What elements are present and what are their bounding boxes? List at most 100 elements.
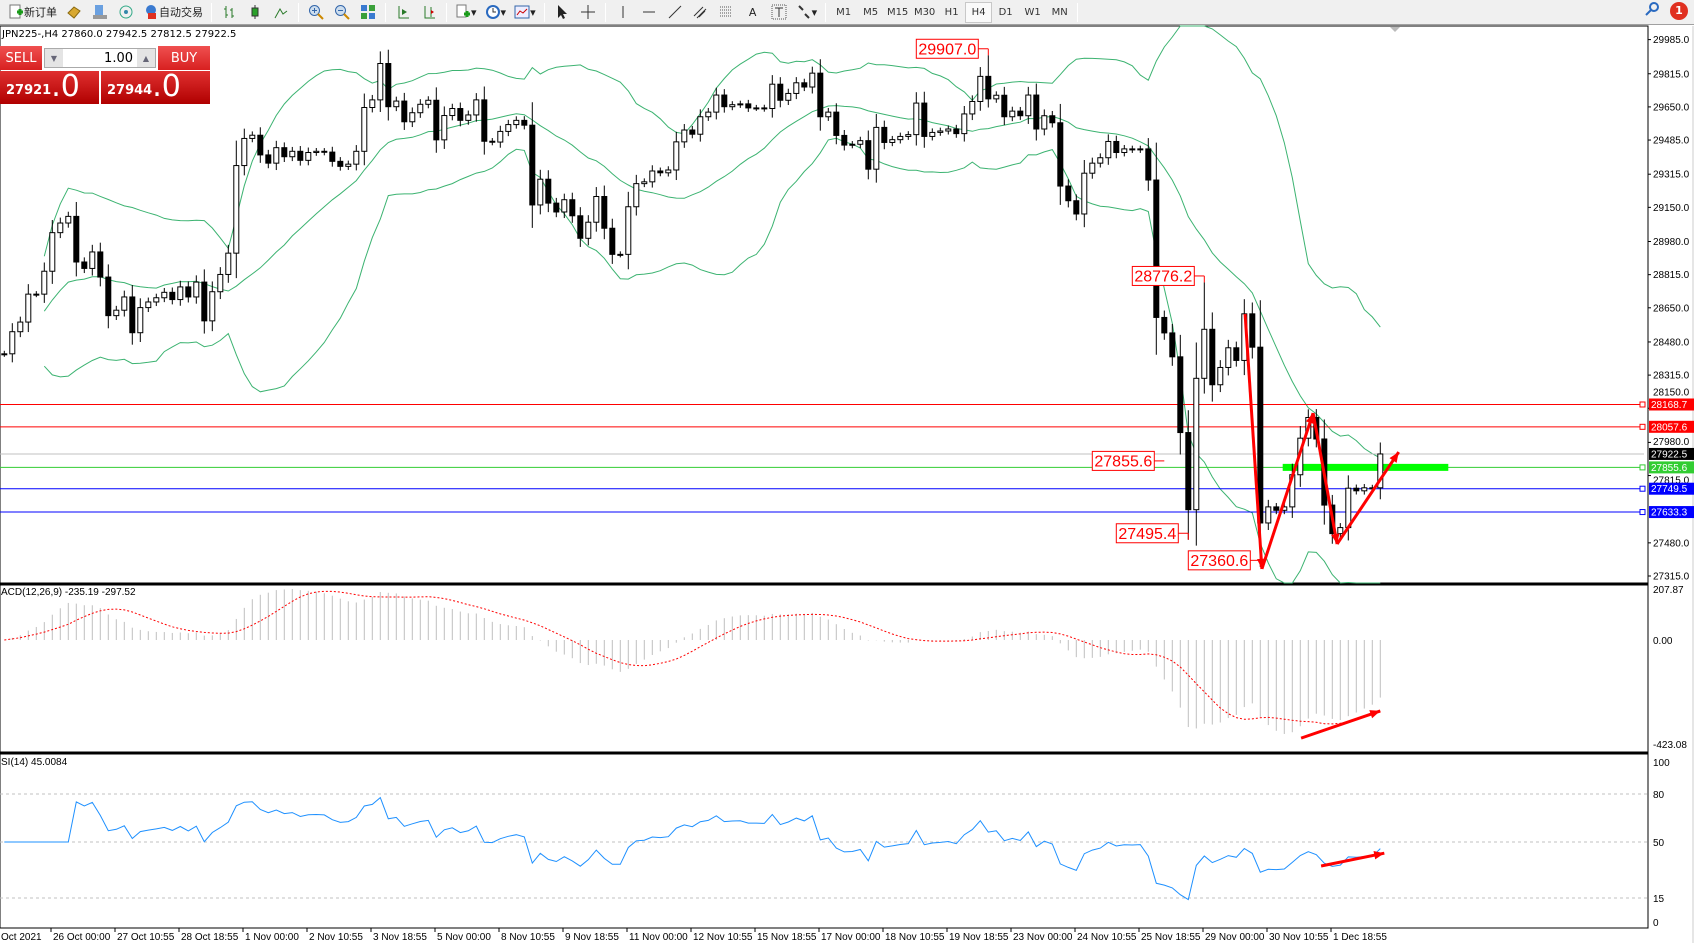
gold-bar-icon [67, 6, 81, 19]
candle-bull [873, 126, 880, 170]
candle-bear [569, 199, 576, 217]
time-axis-label: 2 Nov 10:55 [309, 932, 363, 943]
price-axis-label: 27480.0 [1653, 538, 1690, 549]
candle-bear [281, 147, 288, 158]
notification-badge[interactable]: 1 [1670, 1, 1688, 20]
cursor-button[interactable] [551, 2, 573, 23]
candle-bull [849, 143, 856, 146]
timeframe-h4[interactable]: H4 [965, 1, 993, 23]
candle-bear [97, 251, 104, 278]
tile-windows-icon [361, 5, 375, 19]
trendline-button[interactable] [664, 2, 686, 23]
templates-button[interactable]: ▾ [512, 2, 538, 23]
candle-bull [681, 129, 688, 143]
candle-bull [641, 181, 648, 185]
new-order-label: 新订单 [24, 6, 57, 19]
timeframe-h1[interactable]: H1 [944, 6, 959, 18]
timeframe-d1[interactable]: D1 [998, 6, 1013, 18]
fibonacci-button[interactable] [716, 2, 738, 23]
signals-button[interactable] [115, 2, 137, 23]
search-button[interactable] [1644, 1, 1660, 20]
timeframe-w1[interactable]: W1 [1024, 6, 1041, 18]
crosshair-button[interactable] [577, 2, 599, 23]
candle-bear [433, 99, 440, 141]
candle-bear [201, 281, 208, 322]
candle-bear [521, 119, 528, 126]
zoom-out-button[interactable] [331, 2, 353, 23]
bar-chart-button[interactable] [218, 2, 240, 23]
time-axis-label: 15 Nov 18:55 [757, 932, 817, 943]
line-chart-button[interactable] [270, 2, 292, 23]
sell-button[interactable]: SELL [0, 46, 42, 70]
new-order-button[interactable]: 新订单 [6, 2, 59, 23]
candle-bull [113, 309, 120, 317]
tile-windows-button[interactable] [357, 2, 379, 23]
data-window-button[interactable] [89, 2, 111, 23]
candle-bear [657, 170, 664, 174]
lot-size-input[interactable]: ▼ 1.00 ▲ [44, 48, 156, 68]
candle-bear [457, 108, 464, 121]
market-watch-button[interactable] [63, 2, 85, 23]
time-axis-label: 26 Oct 00:00 [53, 932, 111, 943]
macd-arrow-head-icon [1369, 710, 1381, 719]
bar-chart-icon [224, 6, 234, 18]
candle-bull [273, 147, 280, 164]
horizontal-line-button[interactable] [638, 2, 660, 23]
candle-bear [865, 140, 872, 170]
time-axis-label: 29 Nov 00:00 [1205, 932, 1265, 943]
candle-bear [985, 75, 992, 100]
indicators-button[interactable]: ▾ [453, 2, 479, 23]
timeframe-m30[interactable]: M30 [913, 6, 936, 18]
candle-bull [1, 353, 8, 356]
macd-label: ACD(12,26,9) -235.19 -297.52 [1, 587, 136, 598]
candle-bear [489, 140, 496, 143]
rsi-label: SI(14) 45.0084 [1, 757, 68, 768]
candle-bull [345, 163, 352, 167]
vertical-line-icon [622, 6, 624, 18]
time-axis-label: 18 Nov 10:55 [885, 932, 945, 943]
price-tag-label: 28057.6 [1651, 422, 1688, 433]
candle-bear [169, 291, 176, 301]
dropdown-arrow-icon: ▾ [811, 5, 818, 19]
lot-increase-icon[interactable]: ▲ [137, 49, 155, 67]
toolbar-separator [825, 2, 827, 22]
lot-value[interactable]: 1.00 [104, 50, 133, 66]
candle-bull [233, 165, 240, 254]
candle-bull [249, 134, 256, 139]
price-axis-label: 29815.0 [1653, 69, 1690, 80]
candle-bull [353, 150, 360, 165]
text-button[interactable]: A [742, 2, 764, 23]
arrows-button[interactable]: ▾ [794, 2, 820, 23]
candle-bull [785, 92, 792, 101]
vertical-line-button[interactable] [612, 2, 634, 23]
timeframe-m1[interactable]: M1 [836, 6, 852, 18]
timeframe-mn[interactable]: MN [1051, 6, 1068, 18]
arrows-icon [797, 5, 810, 19]
candlestick-button[interactable] [244, 2, 266, 23]
trend-arrow [1335, 451, 1400, 545]
periods-button[interactable]: ▾ [483, 2, 509, 23]
buy-button[interactable]: BUY [158, 46, 210, 70]
candle-bear [1233, 347, 1240, 361]
auto-scroll-button[interactable] [392, 2, 414, 23]
zoom-in-button[interactable] [305, 2, 327, 23]
text-icon: A [748, 5, 757, 19]
candle-bear [1185, 432, 1192, 511]
equidistant-channel-button[interactable] [690, 2, 712, 23]
dropdown-arrow-icon: ▾ [471, 5, 477, 19]
sell-price-button[interactable]: 27921 .0 [0, 71, 99, 104]
timeframe-m15[interactable]: M15 [886, 6, 909, 18]
candle-bear [1177, 356, 1184, 434]
auto-trading-button[interactable]: 自动交易 [141, 2, 205, 23]
candle-bull [65, 215, 72, 224]
lot-decrease-icon[interactable]: ▼ [45, 49, 63, 67]
buy-price-button[interactable]: 27944 .0 [101, 71, 210, 104]
candle-bull [497, 130, 504, 143]
chart-shift-button[interactable] [418, 2, 440, 23]
timeframe-m5[interactable]: M5 [863, 6, 879, 18]
text-label-button[interactable] [768, 2, 790, 23]
candle-bull [1265, 506, 1272, 524]
price-label-text: 27495.4 [1118, 526, 1176, 543]
price-label-text: 27360.6 [1190, 553, 1248, 570]
